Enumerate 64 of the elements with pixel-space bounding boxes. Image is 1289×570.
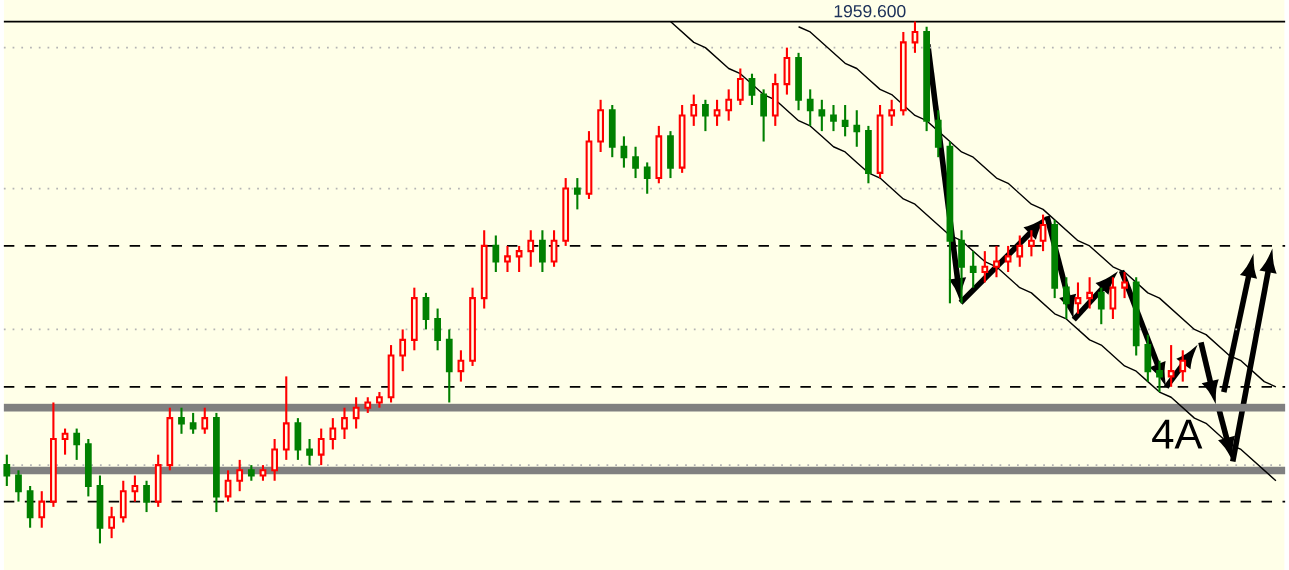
candlestick <box>725 88 733 122</box>
candlestick <box>841 103 849 138</box>
candlestick <box>981 249 989 284</box>
candlestick <box>1109 276 1117 320</box>
candlestick <box>1039 213 1047 253</box>
candlestick <box>1167 343 1175 388</box>
candlestick <box>61 427 69 456</box>
candlestick <box>201 406 209 435</box>
candlestick <box>993 244 1000 279</box>
candlestick <box>143 479 150 514</box>
candlestick <box>1004 244 1012 273</box>
candlestick <box>178 406 185 435</box>
candlestick <box>550 229 558 268</box>
candlestick <box>702 98 709 133</box>
candlestick <box>632 145 639 180</box>
candlestick <box>713 98 721 127</box>
candlestick <box>236 458 244 493</box>
text: 1959.600 <box>834 4 906 18</box>
candlestick <box>108 505 115 540</box>
candlestick <box>457 349 465 383</box>
candlestick <box>620 135 628 169</box>
candlestick <box>434 307 441 352</box>
candlestick <box>515 244 523 273</box>
candlestick <box>690 93 698 127</box>
candlestick <box>539 229 546 273</box>
candlestick <box>1097 286 1105 326</box>
candlestick <box>317 427 325 467</box>
candlestick <box>399 328 407 373</box>
candlestick <box>760 88 768 143</box>
candlestick <box>888 98 896 127</box>
candlestick <box>527 229 535 268</box>
candlestick <box>1179 349 1187 383</box>
candlestick <box>131 474 139 503</box>
candlestick <box>38 490 46 529</box>
candlestick <box>492 234 500 273</box>
candlestick <box>422 291 430 331</box>
candlestick <box>818 98 826 133</box>
candlestick <box>573 176 581 211</box>
candlestick <box>853 109 861 148</box>
candlestick <box>306 437 313 467</box>
candlestick <box>1086 276 1093 310</box>
candlestick <box>969 249 977 289</box>
candlestick <box>1028 229 1035 258</box>
candlestick <box>1062 276 1070 320</box>
candlestick <box>748 72 756 106</box>
candlestick <box>73 427 81 461</box>
candlestick <box>1121 270 1128 300</box>
candlestick <box>504 244 511 273</box>
candlestick <box>1074 281 1082 315</box>
candlestick <box>643 161 651 195</box>
candlestick <box>1016 234 1024 268</box>
annotation: 4A <box>1152 419 1203 449</box>
candlestick <box>341 406 348 440</box>
candlestick <box>329 416 337 451</box>
candlestick <box>189 411 197 435</box>
candlestick <box>271 437 278 482</box>
candlestick <box>352 396 360 430</box>
candlestick <box>806 88 814 127</box>
candlestick <box>911 20 919 54</box>
candlestick <box>1156 359 1163 393</box>
candlestick <box>15 469 22 503</box>
candlestick <box>830 103 837 133</box>
candlestick <box>3 453 11 487</box>
candlestick <box>736 67 744 106</box>
